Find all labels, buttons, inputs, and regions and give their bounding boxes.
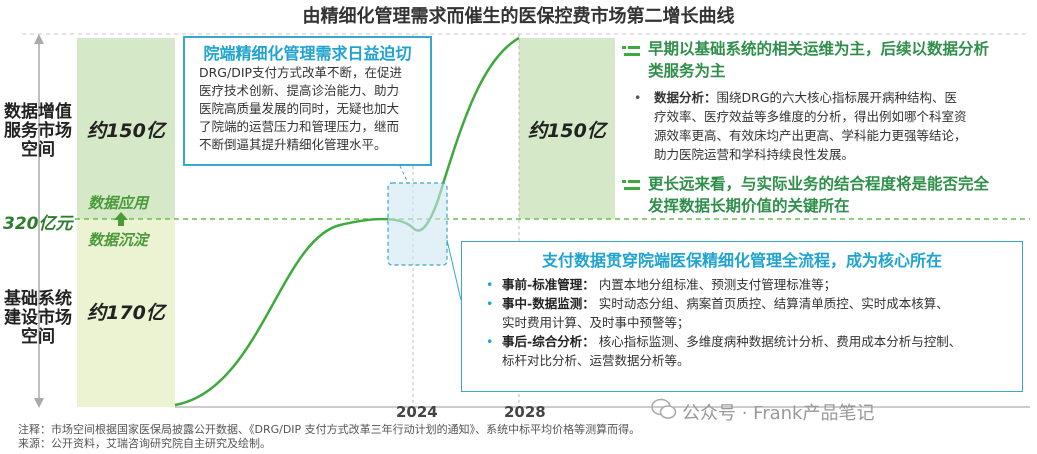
value-bottom: 约170亿: [87, 302, 165, 324]
flag-icon: [622, 180, 640, 190]
heading-early-stage: 早期以基础系统的相关运维为主，后续以数据分析 类服务为主: [648, 40, 990, 80]
flag-icon: [622, 46, 640, 56]
wechat-icon: [651, 398, 677, 419]
data-value-service-band: [77, 38, 175, 219]
callout2-connector: [446, 239, 462, 301]
callout-management-demand: 院端精细化管理需求日益迫切 DRG/DIP支付方式改革不断，在促进 医疗技术创新…: [183, 36, 432, 166]
x-tick-2024: 2024: [396, 403, 438, 421]
heading-long-term: 更长远来看，与实际业务的结合程度将是能否完全 发挥数据长期价值的关键所在: [648, 175, 990, 215]
page-title: 由精细化管理需求而催生的医保控费市场第二增长曲线: [302, 6, 735, 27]
y-axis-arrow-top-head: [34, 34, 44, 44]
inflection-highlight: [387, 182, 448, 266]
list-item: 事前-标准管理： 内置本地分组标准、预测支付管理标准等；: [482, 275, 1014, 294]
stage-data-accumulation: 数据沉淀: [88, 231, 149, 249]
y-axis-arrow-bottom-head: [34, 398, 44, 408]
callout1-line: 了院端的运营压力和管理压力，继而: [199, 119, 400, 134]
data-analysis-label: 数据分析：: [654, 90, 717, 105]
value-top: 约150亿: [87, 120, 165, 142]
value-right: 约150亿: [528, 120, 606, 142]
data-analysis-note: • 数据分析：围绕DRG的六大核心指标展开病种结构、医 疗效率、医疗效益等多维度…: [634, 90, 967, 162]
callout1-line: 医疗技术创新、提高诊治能力、助力: [199, 83, 400, 98]
threshold-label: 320亿元: [3, 214, 73, 234]
stage-up-arrow: [114, 212, 128, 226]
footnote-source: 来源：公开资料，艾瑞咨询研究院自主研究及绘制。: [18, 437, 271, 450]
footnote-note: 注释：市场空间根据国家医保局披露公开数据、《DRG/DIP 支付方式改革三年行动…: [18, 423, 641, 436]
callout-payment-data: 支付数据贯穿院端医保精细化管理全流程，成为核心所在 事前-标准管理： 内置本地分…: [461, 241, 1023, 392]
callout2-title: 支付数据贯穿院端医保精细化管理全流程，成为核心所在: [541, 251, 942, 270]
watermark: 公众号 · Frank产品笔记: [682, 403, 875, 424]
x-tick-2028: 2028: [504, 403, 546, 421]
list-item: 事中-数据监测： 实时动态分组、病案首页质控、结算清单质控、实时成本核算、实时费…: [482, 294, 1014, 332]
stage-data-application: 数据应用: [88, 194, 149, 212]
callout1-line: 医院高质量发展的同时，无疑也加大: [199, 101, 400, 116]
callout1-connector: [399, 165, 409, 184]
label-basic-system: 基础系统 建设市场 空间: [4, 289, 72, 347]
basic-system-band: [77, 219, 175, 407]
callout1-line: DRG/DIP支付方式改革不断，在促进: [199, 65, 403, 80]
label-data-value-service: 数据增值 服务市场 空间: [4, 102, 72, 160]
callout1-title: 院端精细化管理需求日益迫切: [203, 44, 412, 63]
callout1-line: 不断倒逼其提升精细化管理水平。: [199, 137, 387, 152]
future-value-band: [519, 38, 615, 219]
list-item: 事后-综合分析： 核心指标监测、多维度病种数据统计分析、费用成本分析与控制、标杆…: [482, 332, 1014, 370]
